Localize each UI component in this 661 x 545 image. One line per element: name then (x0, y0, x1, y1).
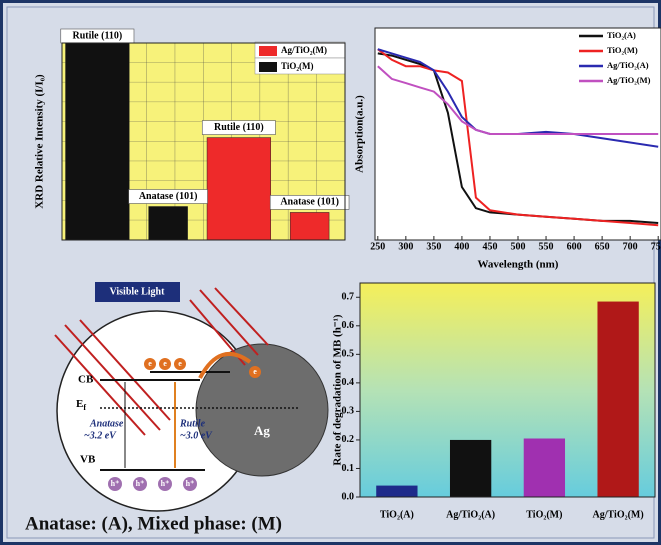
electron-label: e (253, 367, 257, 376)
x-tick-label: Ag/TiO₂(A) (446, 509, 495, 520)
banner: Visible Light (110, 286, 166, 297)
legend-swatch (259, 46, 277, 56)
metal-label: Ag (254, 423, 270, 438)
bar (524, 439, 565, 497)
y-axis-label: Rate of degradation of MB (h⁻¹) (332, 314, 344, 466)
bar (290, 212, 329, 240)
x-tick-label: TiO₂(A) (380, 509, 414, 520)
x-tick-label: 550 (539, 241, 554, 252)
y-axis-label: Absorption(a.u.) (354, 95, 366, 173)
hole-label: h⁺ (136, 479, 145, 488)
x-tick-label: 600 (567, 241, 582, 252)
bar-label: Anatase (101) (280, 197, 339, 208)
x-tick-label: TiO₂(M) (526, 509, 562, 520)
legend-label: TiO₂(M) (281, 61, 314, 71)
electron-label: e (163, 359, 167, 368)
legend-label: Ag/TiO₂(M) (607, 75, 651, 85)
x-tick-label: 500 (511, 241, 526, 252)
hole-label: h⁺ (161, 479, 170, 488)
cb-label: CB (78, 374, 94, 386)
bar (450, 440, 491, 497)
rutile-label: Rutile (179, 418, 206, 429)
y-tick-label: 0.0 (342, 491, 355, 502)
legend-swatch (259, 62, 277, 72)
bar (149, 207, 188, 240)
bar (597, 302, 638, 497)
figure: Visible Light CB Ef VB Anatase ~3.2 eV R… (0, 0, 661, 545)
y-axis-label: XRD Relative Intensity (I/I₀) (34, 74, 46, 209)
bar (207, 138, 271, 240)
x-tick-label: 450 (482, 241, 497, 252)
x-axis-label: Wavelength (nm) (478, 259, 559, 271)
bar-label: Rutile (110) (214, 122, 264, 133)
rutile-gap-label: ~3.0 eV (180, 430, 213, 441)
x-tick-label: 350 (426, 241, 441, 252)
y-tick-label: 0.7 (342, 292, 355, 303)
x-tick-label: 300 (398, 241, 413, 252)
legend-label: Ag/TiO₂(M) (281, 45, 327, 55)
bar (376, 486, 417, 497)
bar-label: Anatase (101) (139, 191, 198, 202)
legend-label: Ag/TiO₂(A) (607, 60, 649, 70)
legend-label: TiO₂(A) (607, 30, 636, 40)
x-tick-label: Ag/TiO₂(M) (593, 509, 644, 520)
electron-label: e (148, 359, 152, 368)
x-tick-label: 750 (651, 241, 661, 252)
hole-label: h⁺ (186, 479, 195, 488)
caption: Anatase: (A), Mixed phase: (M) (25, 513, 282, 534)
silver-particle (196, 344, 328, 476)
x-tick-label: 250 (370, 241, 385, 252)
x-tick-label: 700 (623, 241, 638, 252)
x-tick-label: 650 (595, 241, 610, 252)
legend-label: TiO₂(M) (607, 45, 638, 55)
vb-label: VB (80, 454, 96, 466)
bar (66, 43, 130, 240)
hole-label: h⁺ (111, 479, 120, 488)
anatase-label: Anatase (89, 418, 124, 429)
electron-label: e (178, 359, 182, 368)
bar-label: Rutile (110) (73, 30, 123, 41)
x-tick-label: 400 (454, 241, 469, 252)
anatase-gap-label: ~3.2 eV (84, 430, 117, 441)
